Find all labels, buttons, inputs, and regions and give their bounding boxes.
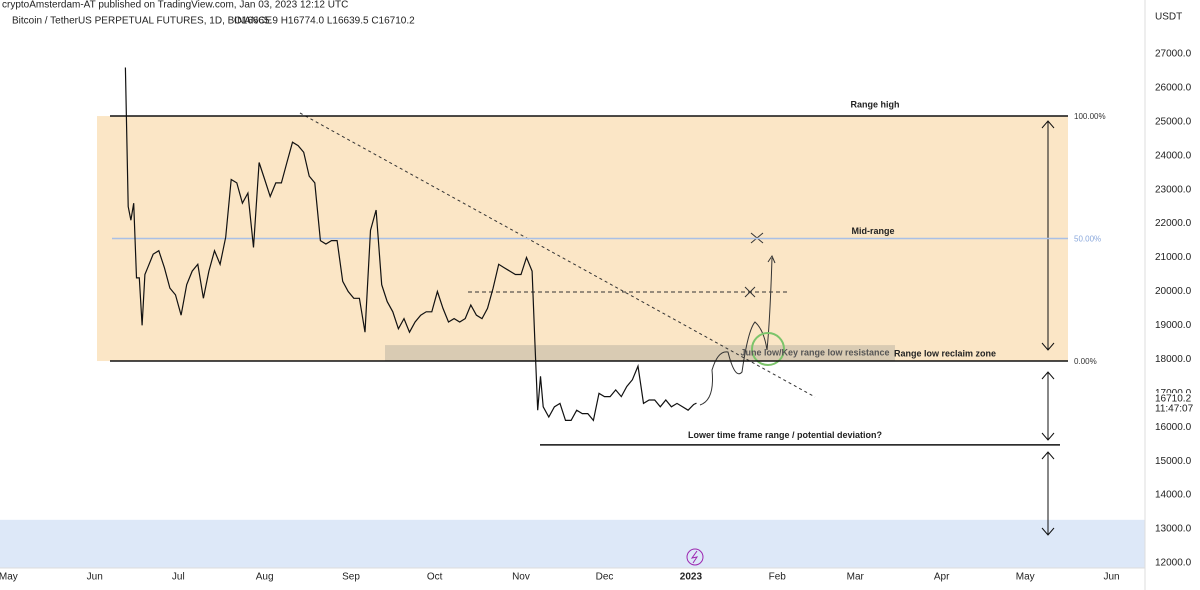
zone-label: June low/Key range low resistance xyxy=(740,347,889,357)
currency: USDT xyxy=(1155,12,1182,23)
x-tick-label: Jun xyxy=(1104,572,1120,583)
projection-path xyxy=(699,257,773,406)
y-tick-label: 15000.0 xyxy=(1155,456,1192,467)
x-tick-label: Dec xyxy=(596,572,614,583)
y-tick-label: 18000.0 xyxy=(1155,354,1192,365)
ohlc: O16665.9 H16774.0 L16639.5 C16710.2 xyxy=(234,16,415,27)
y-tick-label: 13000.0 xyxy=(1155,524,1192,535)
level-label: Range high xyxy=(851,99,900,109)
x-tick-label: Oct xyxy=(427,572,443,583)
price-tag xyxy=(1148,393,1200,415)
symbol: Bitcoin / TetherUS PERPETUAL FUTURES, 1D… xyxy=(12,16,272,27)
y-tick-label: 22000.0 xyxy=(1155,218,1192,229)
backgrounds xyxy=(0,116,1145,568)
y-tick-label: 25000.0 xyxy=(1155,116,1192,127)
last-price: 16710.2 xyxy=(1155,394,1192,405)
y-tick-label: 19000.0 xyxy=(1155,320,1192,331)
x-tick-label: May xyxy=(1016,572,1035,583)
x-tick-label: Aug xyxy=(256,572,274,583)
countdown: 11:47:07 xyxy=(1155,404,1194,415)
lightning-icon xyxy=(686,548,704,566)
arrow-head xyxy=(767,254,776,264)
lightning-icon xyxy=(690,550,699,564)
publish-info: cryptoAmsterdam-AT published on TradingV… xyxy=(2,0,348,11)
y-tick-label: 16000.0 xyxy=(1155,422,1192,433)
level-percent: 0.00% xyxy=(1074,357,1097,366)
trendline xyxy=(299,112,816,398)
level-percent: 50.00% xyxy=(1074,235,1101,244)
y-tick-label: 12000.0 xyxy=(1155,558,1192,569)
x-tick-label: Jun xyxy=(87,572,103,583)
range-arrows xyxy=(1041,120,1055,536)
x-tick-label: 2023 xyxy=(680,572,703,583)
price-line xyxy=(124,67,697,422)
x-tick-label: Feb xyxy=(769,572,787,583)
highlight-circle xyxy=(751,332,785,366)
level-label: Lower time frame range / potential devia… xyxy=(688,430,882,440)
x-tick-label: Jul xyxy=(172,572,185,583)
level-label: Range low reclaim zone xyxy=(894,348,996,358)
y-tick-label: 26000.0 xyxy=(1155,83,1192,94)
y-tick-label: 21000.0 xyxy=(1155,252,1192,263)
level-label: Mid-range xyxy=(851,226,894,236)
x-tick-label: Mar xyxy=(847,572,865,583)
y-tick-label: 24000.0 xyxy=(1155,150,1192,161)
y-tick-label: 23000.0 xyxy=(1155,184,1192,195)
y-tick-label: 27000.0 xyxy=(1155,49,1192,60)
y-tick-label: 14000.0 xyxy=(1155,490,1192,501)
x-tick-label: May xyxy=(0,572,18,583)
x-tick-label: Sep xyxy=(342,572,360,583)
x-tick-label: Nov xyxy=(512,572,530,583)
y-tick-label: 20000.0 xyxy=(1155,286,1192,297)
blue-zone xyxy=(0,519,1145,568)
x-tick-label: Apr xyxy=(934,572,950,583)
level-percent: 100.00% xyxy=(1074,112,1106,121)
